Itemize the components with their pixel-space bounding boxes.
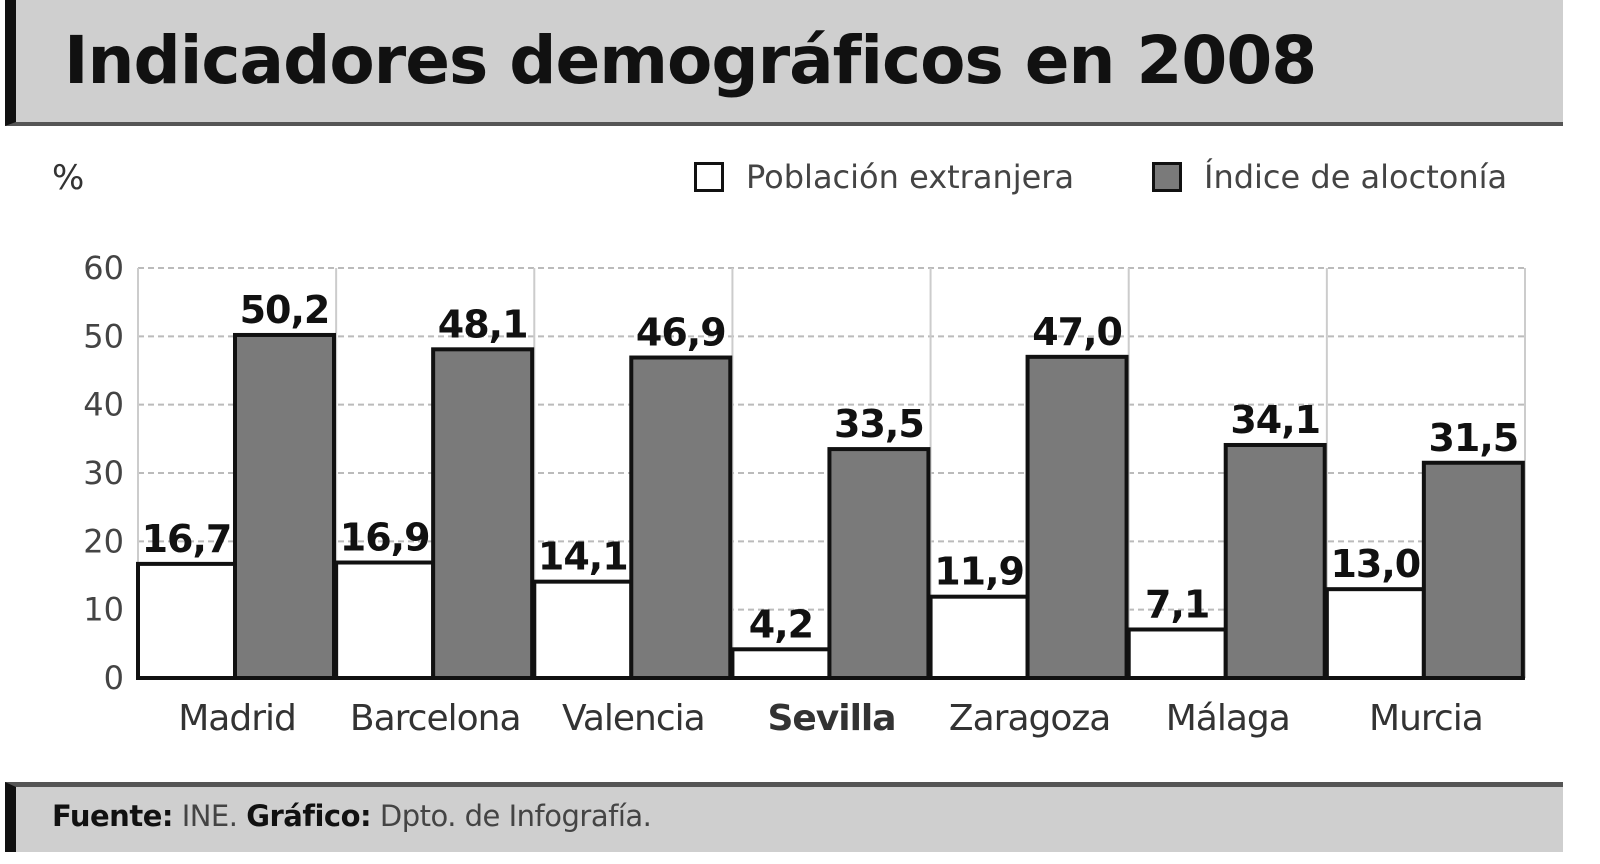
data-label: 47,0 (1032, 310, 1122, 354)
legend-label: Población extranjera (746, 158, 1075, 196)
data-label: 46,9 (636, 311, 726, 355)
bar-poblacion (136, 561, 237, 681)
data-label: 48,1 (438, 302, 528, 346)
x-tick-label: Madrid (178, 698, 296, 739)
bar-aloctonia (233, 332, 336, 680)
y-tick-label: 0 (104, 659, 124, 697)
data-label: 7,1 (1145, 582, 1209, 626)
bar-aloctonia (1421, 460, 1525, 680)
legend-swatch-white (694, 162, 724, 192)
data-label: 11,9 (934, 550, 1024, 594)
chart-title: Indicadores demográficos en 2008 (64, 22, 1317, 99)
x-tick-label: Málaga (1166, 698, 1290, 739)
credit-label: Gráfico: (246, 799, 372, 833)
data-label: 16,9 (340, 516, 430, 560)
data-label: 34,1 (1230, 398, 1320, 442)
y-axis-unit: % (52, 158, 85, 198)
bar-poblacion (1324, 587, 1426, 681)
bar-poblacion (1126, 627, 1228, 681)
data-label: 14,1 (538, 535, 628, 579)
data-label: 4,2 (749, 602, 813, 646)
credit-value: Dpto. de Infografía. (379, 799, 652, 833)
bar-aloctonia (1025, 354, 1129, 680)
source-label: Fuente: (52, 799, 173, 833)
bar-poblacion (730, 647, 832, 680)
footer-text: Fuente: INE. Gráfico: Dpto. de Infografí… (52, 799, 652, 833)
y-tick-label: 30 (83, 454, 124, 492)
footer-bar: Fuente: INE. Gráfico: Dpto. de Infografí… (5, 782, 1563, 852)
bar-aloctonia (827, 447, 931, 681)
legend-item-aloctonia: Índice de aloctonía (1152, 158, 1507, 196)
y-tick-label: 60 (83, 249, 124, 287)
x-tick-label: Valencia (562, 698, 705, 739)
bar-aloctonia (431, 347, 535, 680)
data-label: 16,7 (142, 517, 232, 561)
data-label: 33,5 (834, 402, 924, 446)
data-label: 50,2 (240, 288, 330, 332)
bar-poblacion (928, 594, 1030, 681)
y-tick-label: 10 (83, 591, 124, 629)
legend-swatch-gray (1152, 162, 1182, 192)
y-tick-label: 40 (83, 386, 124, 424)
x-tick-label: Murcia (1369, 698, 1483, 739)
data-label: 13,0 (1330, 542, 1420, 586)
y-tick-label: 20 (83, 522, 124, 560)
title-bar: Indicadores demográficos en 2008 (5, 0, 1563, 126)
legend-label: Índice de aloctonía (1204, 158, 1508, 196)
x-tick-label: Zaragoza (949, 698, 1110, 739)
bar-poblacion (334, 560, 436, 680)
x-tick-label: Sevilla (767, 698, 895, 739)
bar-aloctonia (1223, 442, 1327, 680)
legend-item-poblacion: Población extranjera (694, 158, 1074, 196)
source-value: INE. (181, 799, 238, 833)
x-tick-label: Barcelona (350, 698, 521, 739)
bar-aloctonia (629, 355, 733, 680)
y-tick-label: 50 (83, 317, 124, 355)
data-label: 31,5 (1428, 416, 1518, 460)
bar-poblacion (532, 579, 634, 681)
